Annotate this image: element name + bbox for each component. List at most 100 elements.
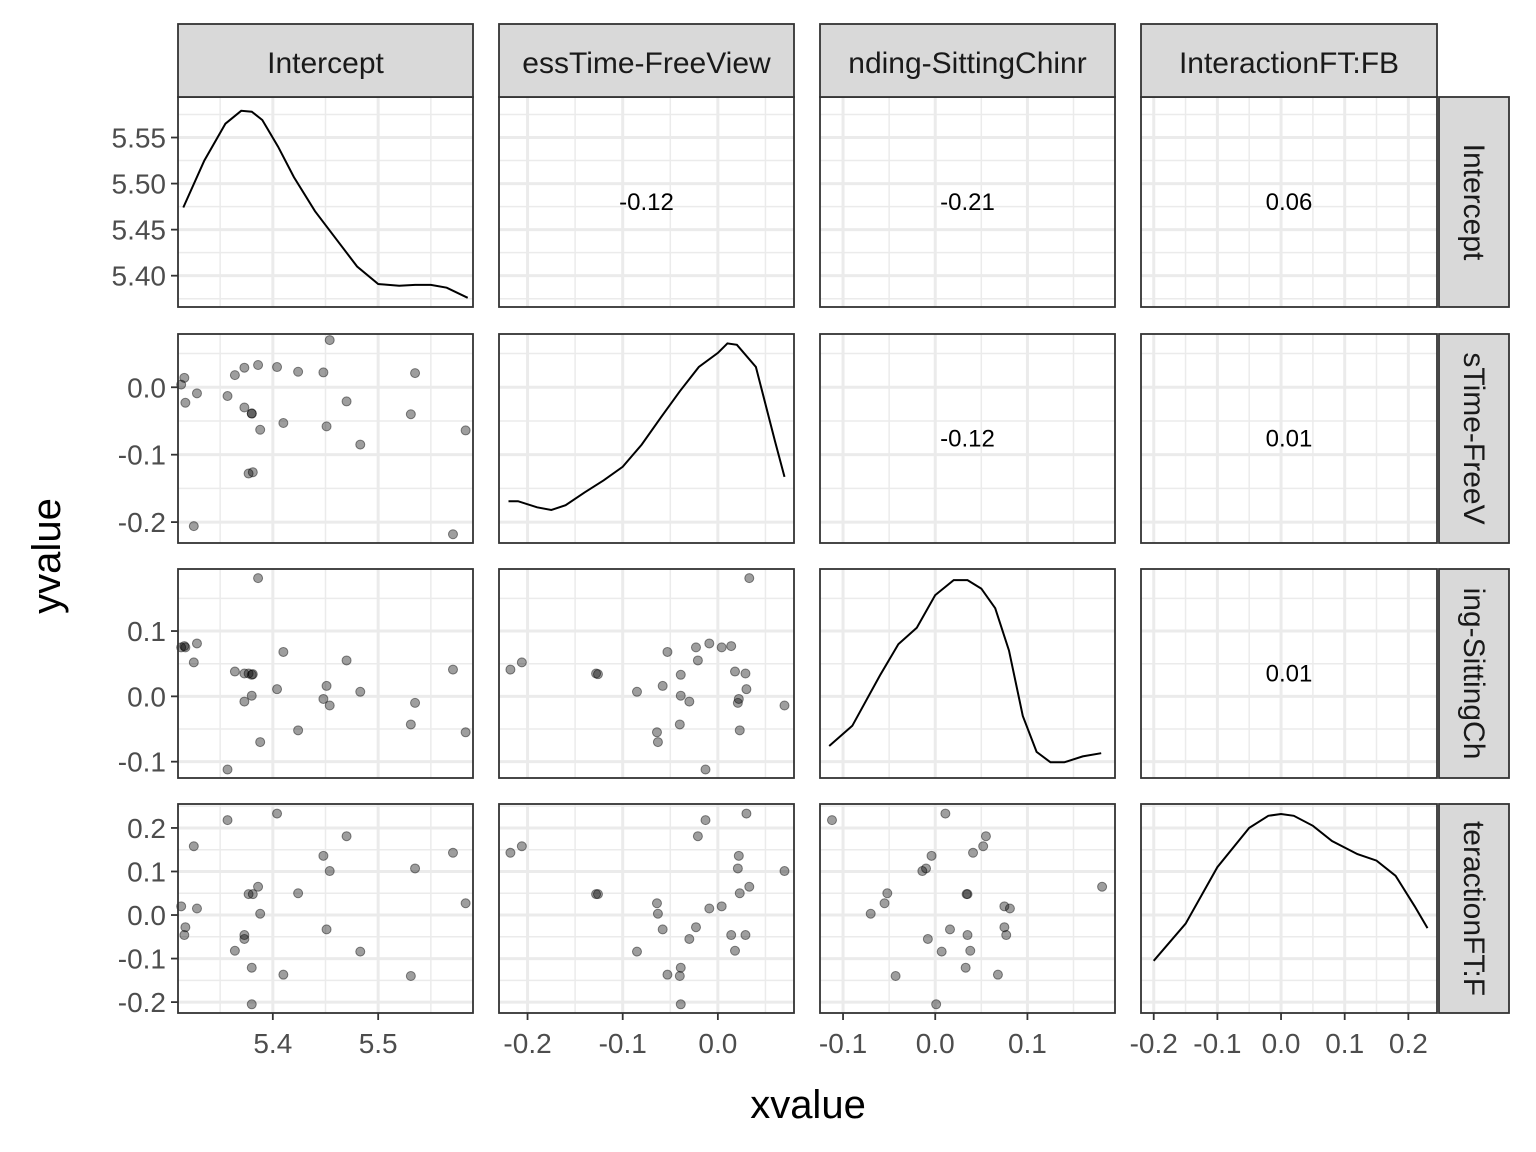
scatter-point <box>740 930 751 941</box>
scatter-point <box>826 815 837 826</box>
scatter-point <box>779 700 790 711</box>
y-tick-label: 0.0 <box>127 681 166 712</box>
y-tick-label: 0.0 <box>127 372 166 403</box>
scatter-point <box>516 657 527 668</box>
scatter-point <box>321 421 332 432</box>
scatter-point <box>460 898 471 909</box>
strip-label: Intercept <box>1457 144 1490 261</box>
panel-border <box>819 333 1116 544</box>
scatter-point <box>732 697 743 708</box>
scatter-point <box>733 693 744 704</box>
scatter-point <box>1001 930 1012 941</box>
scatter-point <box>222 391 233 402</box>
correlation-label: 0.01 <box>1266 661 1313 688</box>
panel-border <box>177 568 474 779</box>
scatter-point <box>318 693 329 704</box>
scatter-point <box>179 641 190 652</box>
scatter-point <box>516 841 527 852</box>
scatter-point <box>355 686 366 697</box>
scatter-point <box>968 847 979 858</box>
scatter-point <box>247 467 258 478</box>
scatter-point <box>657 924 668 935</box>
scatter-point <box>734 888 745 899</box>
scatter-point <box>246 999 257 1010</box>
scatter-point <box>692 831 703 842</box>
strip-label: Intercept <box>267 47 384 80</box>
panel-border <box>177 803 474 1014</box>
scatter-point <box>293 888 304 899</box>
scatter-point <box>355 439 366 450</box>
scatter-point <box>318 367 329 378</box>
scatter-point <box>246 408 257 419</box>
scatter-point <box>684 696 695 707</box>
panel-border <box>1140 333 1438 544</box>
panel-r1-c3: 0.01 <box>1140 333 1438 544</box>
scatter-point <box>447 847 458 858</box>
scatter-point <box>324 866 335 877</box>
panel-r2-c3: 0.01 <box>1140 568 1438 779</box>
panel-border <box>177 333 474 544</box>
scatter-point <box>675 669 686 680</box>
scatter-point <box>944 924 955 935</box>
scatter-point <box>692 655 703 666</box>
scatter-point <box>631 946 642 957</box>
top-strip-1: essTime-FreeView <box>498 23 795 98</box>
x-tick-label: -0.1 <box>819 1028 867 1059</box>
scatter-point <box>239 933 250 944</box>
scatter-point <box>675 962 686 973</box>
scatter-point <box>272 684 283 695</box>
right-strip-2: ing-SittingCh <box>1438 568 1510 779</box>
density-curve <box>828 579 1102 764</box>
scatter-point <box>405 409 416 420</box>
scatter-point <box>922 933 933 944</box>
scatter-point <box>779 866 790 877</box>
strip-background <box>1438 96 1510 308</box>
x-tick-label: -0.2 <box>503 1028 551 1059</box>
scatter-point <box>179 372 190 383</box>
scatter-point <box>222 764 233 775</box>
panel-background <box>1141 334 1437 543</box>
x-tick-label: 5.5 <box>359 1028 398 1059</box>
y-tick-label: -0.1 <box>118 944 166 975</box>
panel-border <box>1140 803 1438 1014</box>
scatter-point <box>176 642 187 653</box>
strip-background <box>498 23 795 98</box>
scatter-point <box>730 666 740 677</box>
right-strip-0: Intercept <box>1438 96 1510 308</box>
scatter-point <box>1004 903 1015 914</box>
scatter-point <box>651 727 662 738</box>
scatter-point <box>732 863 743 874</box>
scatter-point <box>890 970 901 981</box>
y-tick-label: -0.1 <box>118 440 166 471</box>
panel-r1-c1 <box>498 333 795 544</box>
strip-background <box>1438 568 1510 779</box>
strip-label-wrap: teractionFT:F <box>1457 821 1490 996</box>
density-curve <box>1152 812 1429 962</box>
y-tick-label: 5.55 <box>112 123 167 154</box>
scatter-point <box>239 668 250 679</box>
scatter-point <box>321 680 332 691</box>
strip-background <box>1438 803 1510 1014</box>
scatter-point <box>960 962 971 973</box>
scatter-point <box>180 642 191 653</box>
panel-r1-c0 <box>176 333 474 544</box>
scatter-point <box>591 889 602 900</box>
scatter-point <box>940 808 951 819</box>
scatter-point <box>716 642 727 653</box>
scatter-point <box>239 402 250 413</box>
x-tick-label: 5.4 <box>253 1028 292 1059</box>
correlation-label: -0.12 <box>940 426 995 453</box>
density-curve <box>508 342 786 512</box>
scatter-point <box>293 366 304 377</box>
y-tick-label: 5.50 <box>112 169 167 200</box>
strip-background <box>819 23 1116 98</box>
scatter-point <box>179 930 190 941</box>
strip-label: ing-SittingCh <box>1457 588 1490 760</box>
scatter-point <box>662 646 673 657</box>
scatter-point <box>405 719 416 730</box>
panel-r0-c3: 0.06 <box>1140 96 1438 308</box>
x-tick-label: 0.1 <box>1325 1028 1364 1059</box>
scatter-point <box>341 396 352 407</box>
panel-background <box>820 569 1115 778</box>
scatter-point <box>592 669 603 680</box>
